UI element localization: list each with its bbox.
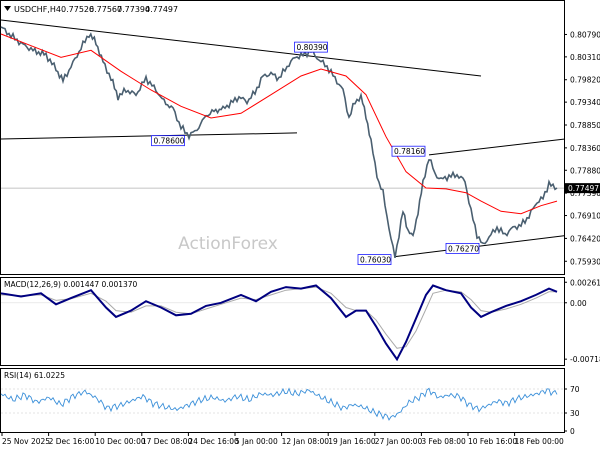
annotation-label: 0.76270 (448, 244, 479, 253)
annotation-box (294, 41, 328, 53)
time-tick-label: 17 Dec 08:00 (142, 437, 193, 446)
trendline (0, 19, 482, 77)
rsi-tick-label: 30 (570, 409, 580, 418)
macd-panel-frame (0, 277, 565, 366)
price-layer: 0.78600 0.80390 0.78160 0.76030 0.76270 (0, 19, 566, 266)
macd-label: MACD(12,26,9) 0.001447 0.001370 (4, 280, 138, 289)
price-tick-label: 0.80790 (570, 30, 600, 39)
symbol-label: USDCHF,H4 (14, 5, 61, 14)
rsi-axis: 70 30 0 (564, 385, 580, 436)
trendline (428, 138, 566, 156)
annotation-box (445, 242, 480, 254)
trendline (394, 235, 566, 258)
time-tick-label: 5 Jan 00:00 (235, 437, 278, 446)
macd-tick-label: 0.002613 (570, 278, 600, 287)
ohlc-close: 0.77497 (145, 5, 178, 14)
watermark: ActionForex (178, 234, 278, 254)
current-price-box (565, 183, 600, 194)
current-price-label: 0.77497 (568, 184, 599, 193)
rsi-label: RSI(14) 61.0225 (4, 371, 65, 380)
annotation-label: 0.78600 (154, 137, 185, 146)
price-tick-label: 0.79820 (570, 76, 600, 85)
price-tick-label: 0.80310 (570, 53, 600, 62)
price-tick-label: 0.78360 (570, 144, 600, 153)
annotation-box (357, 254, 392, 266)
ohlc-open: 0.77526 (61, 5, 94, 14)
ohlc-high: 0.77567 (89, 5, 122, 14)
rsi-panel-frame (0, 368, 565, 433)
time-tick-label: 3 Feb 08:00 (421, 437, 466, 446)
trendline (0, 132, 298, 140)
annotation-box (151, 135, 185, 147)
chart-header: USDCHF,H4 0.77526 0.77567 0.77394 0.7749… (4, 5, 178, 14)
time-tick-label: 19 Jan 16:00 (328, 437, 376, 446)
rsi-tick-label: 0 (570, 427, 575, 436)
macd-tick-label: 0.00 (570, 299, 587, 308)
rsi-layer (0, 387, 564, 421)
price-tick-label: 0.75930 (570, 257, 600, 266)
time-tick-label: 18 Feb 00:00 (515, 437, 564, 446)
price-tick-label: 0.76420 (570, 234, 600, 243)
moving-average-line (0, 33, 558, 215)
price-tick-label: 0.77390 (570, 189, 600, 198)
time-tick-label: 24 Dec 16:00 (188, 437, 239, 446)
time-tick-label: 2 Dec 16:00 (49, 437, 95, 446)
macd-signal-line (0, 286, 557, 349)
ohlc-low: 0.77394 (117, 5, 150, 14)
annotation-label: 0.78160 (394, 147, 425, 156)
price-series-line (0, 26, 558, 259)
price-tick-label: 0.79340 (570, 98, 600, 107)
annotation-label: 0.76030 (360, 256, 391, 265)
rsi-tick-label: 70 (570, 385, 580, 394)
annotation-label: 0.80390 (297, 43, 328, 52)
price-tick-label: 0.77880 (570, 166, 600, 175)
time-tick-label: 10 Dec 00:00 (95, 437, 146, 446)
time-tick-label: 10 Feb 16:00 (468, 437, 517, 446)
macd-axis: 0.002613 0.00 -0.007184 (564, 278, 600, 364)
price-axis: 0.80790 0.80310 0.79820 0.79340 0.78850 0.783… (564, 30, 600, 266)
time-tick-label: 27 Jan 00:00 (375, 437, 423, 446)
macd-tick-label: -0.007184 (570, 355, 600, 364)
annotation-box (391, 145, 426, 157)
time-tick-label: 25 Nov 2025 (2, 437, 50, 446)
time-tick-label: 12 Jan 08:00 (282, 437, 330, 446)
price-tick-label: 0.76910 (570, 212, 600, 221)
price-tick-label: 0.78850 (570, 121, 600, 130)
rsi-line (0, 387, 558, 421)
macd-layer (0, 284, 564, 362)
price-panel-frame (0, 0, 565, 275)
macd-main-line (0, 284, 558, 362)
dropdown-triangle-icon[interactable] (4, 6, 11, 11)
